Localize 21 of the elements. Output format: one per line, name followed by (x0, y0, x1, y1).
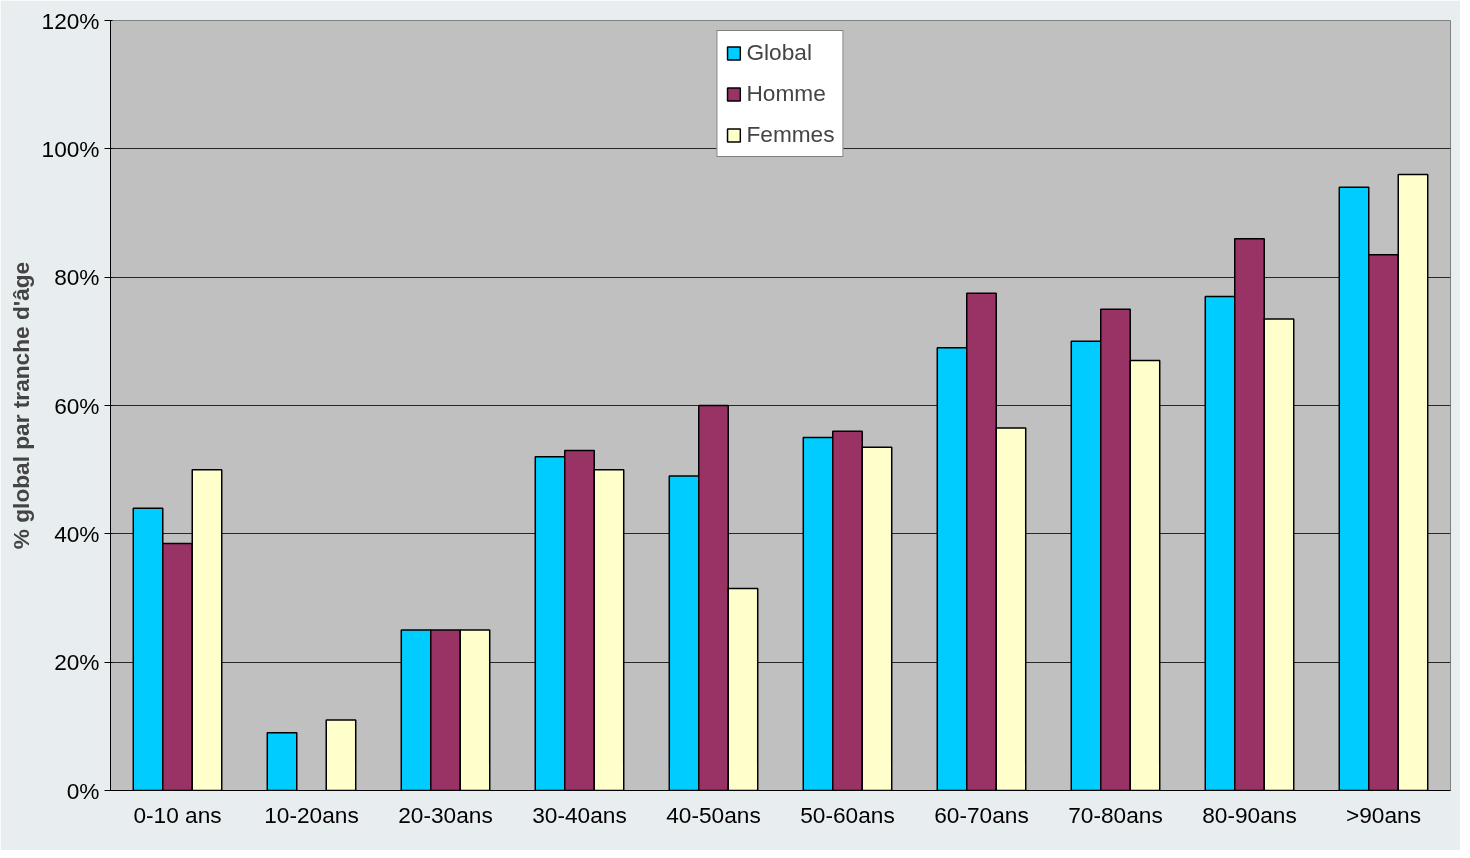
y-axis-title: % global par tranche d'âge (7, 261, 34, 550)
x-tick-label: 70-80ans (1068, 801, 1163, 828)
y-tick-label: 80% (54, 264, 100, 291)
legend-label: Homme (746, 80, 826, 107)
x-tick-label: 80-90ans (1202, 801, 1297, 828)
y-tick-label: 0% (66, 777, 100, 804)
legend-label: Femmes (746, 121, 835, 148)
legend-label: Global (746, 39, 812, 66)
x-tick-label: 60-70ans (934, 801, 1029, 828)
x-tick-label: 20-30ans (398, 801, 493, 828)
y-tick-label: 100% (41, 135, 100, 162)
y-tick-label: 60% (54, 392, 100, 419)
y-tick-label: 20% (54, 649, 100, 676)
x-tick-label: 40-50ans (666, 801, 761, 828)
x-tick-label: 30-40ans (532, 801, 627, 828)
x-tick-label: 50-60ans (800, 801, 895, 828)
x-tick-label: >90ans (1346, 801, 1421, 828)
x-tick-label: 10-20ans (264, 801, 359, 828)
y-tick-label: 40% (54, 520, 100, 547)
y-tick-label: 120% (41, 7, 100, 34)
x-tick-label: 0-10 ans (133, 801, 222, 828)
